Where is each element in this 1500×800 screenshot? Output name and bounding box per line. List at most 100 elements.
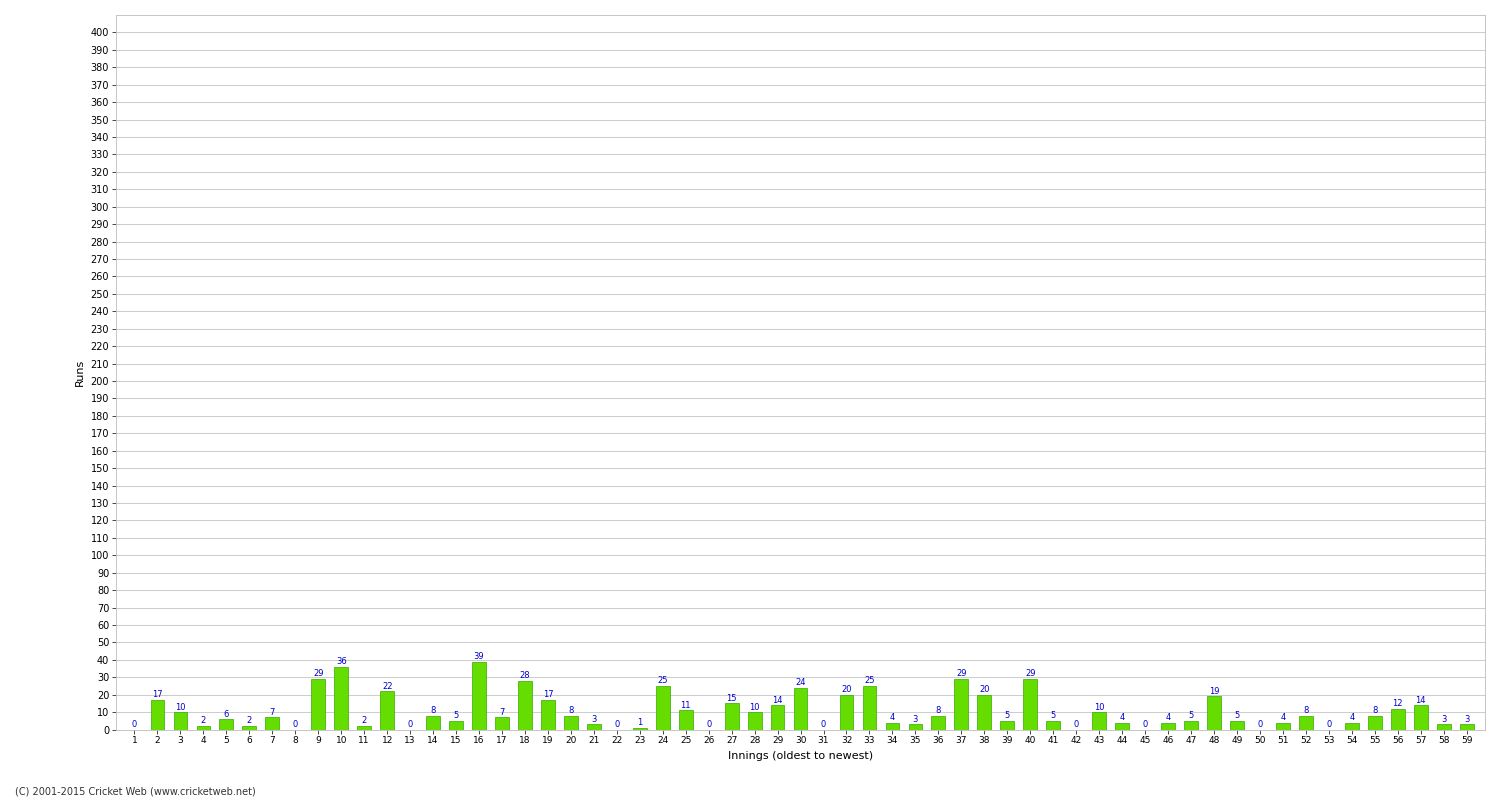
Text: (C) 2001-2015 Cricket Web (www.cricketweb.net): (C) 2001-2015 Cricket Web (www.cricketwe… [15, 786, 255, 796]
Text: 2: 2 [362, 717, 368, 726]
Bar [150, 700, 165, 730]
Text: 4: 4 [1166, 713, 1170, 722]
Text: 14: 14 [772, 695, 783, 705]
Text: 0: 0 [1143, 720, 1148, 729]
Bar [1023, 679, 1036, 730]
Bar [724, 703, 738, 730]
Bar [909, 724, 922, 730]
Text: 10: 10 [1094, 702, 1104, 711]
Text: 19: 19 [1209, 687, 1219, 696]
Bar [381, 691, 394, 730]
Text: 22: 22 [382, 682, 393, 690]
Bar [1000, 721, 1014, 730]
Text: 8: 8 [936, 706, 940, 715]
Text: 8: 8 [568, 706, 573, 715]
Text: 0: 0 [1074, 720, 1078, 729]
Bar [840, 694, 854, 730]
Text: 20: 20 [980, 685, 990, 694]
Text: 17: 17 [152, 690, 164, 699]
Bar [771, 705, 784, 730]
Bar [1114, 722, 1130, 730]
Text: 0: 0 [614, 720, 620, 729]
Bar [334, 666, 348, 730]
Bar [518, 681, 532, 730]
Text: 17: 17 [543, 690, 554, 699]
Text: 0: 0 [1326, 720, 1332, 729]
Text: 25: 25 [657, 677, 668, 686]
Bar [1161, 722, 1174, 730]
Text: 3: 3 [591, 714, 597, 724]
Bar [794, 688, 807, 730]
Bar [312, 679, 326, 730]
Bar [495, 718, 508, 730]
Bar [1414, 705, 1428, 730]
Bar [426, 715, 439, 730]
Text: 7: 7 [270, 708, 274, 717]
Bar [472, 662, 486, 730]
Text: 4: 4 [1348, 713, 1354, 722]
Bar [885, 722, 900, 730]
Bar [656, 686, 669, 730]
Text: 4: 4 [1119, 713, 1125, 722]
Text: 29: 29 [956, 670, 966, 678]
Text: 2: 2 [246, 717, 252, 726]
Bar [586, 724, 600, 730]
Text: 29: 29 [314, 670, 324, 678]
Bar [1208, 696, 1221, 730]
Bar [1390, 709, 1404, 730]
Text: 6: 6 [224, 710, 230, 718]
Text: 15: 15 [726, 694, 736, 703]
Text: 3: 3 [1464, 714, 1470, 724]
Bar [932, 715, 945, 730]
Bar [862, 686, 876, 730]
Bar [219, 719, 234, 730]
Text: 0: 0 [821, 720, 827, 729]
Bar [196, 726, 210, 730]
Text: 1: 1 [638, 718, 642, 727]
Bar [1368, 715, 1382, 730]
Text: 20: 20 [842, 685, 852, 694]
Text: 10: 10 [750, 702, 760, 711]
Bar [1460, 724, 1473, 730]
Bar [243, 726, 256, 730]
Text: 10: 10 [176, 702, 186, 711]
Bar [954, 679, 968, 730]
Bar [1346, 722, 1359, 730]
Text: 11: 11 [681, 701, 692, 710]
Bar [1437, 724, 1450, 730]
Text: 39: 39 [474, 652, 484, 661]
X-axis label: Innings (oldest to newest): Innings (oldest to newest) [728, 751, 873, 761]
Text: 28: 28 [519, 671, 531, 680]
Text: 2: 2 [201, 717, 206, 726]
Bar [1230, 721, 1244, 730]
Text: 8: 8 [1304, 706, 1308, 715]
Text: 4: 4 [890, 713, 896, 722]
Text: 0: 0 [408, 720, 413, 729]
Bar [1299, 715, 1312, 730]
Text: 12: 12 [1392, 699, 1402, 708]
Text: 0: 0 [1257, 720, 1263, 729]
Text: 24: 24 [795, 678, 806, 687]
Bar [1184, 721, 1198, 730]
Bar [542, 700, 555, 730]
Text: 3: 3 [1442, 714, 1446, 724]
Text: 5: 5 [453, 711, 459, 720]
Bar [978, 694, 992, 730]
Bar [564, 715, 578, 730]
Bar [633, 728, 646, 730]
Text: 7: 7 [500, 708, 504, 717]
Bar [680, 710, 693, 730]
Text: 5: 5 [1188, 711, 1194, 720]
Text: 5: 5 [1005, 711, 1010, 720]
Text: 36: 36 [336, 658, 346, 666]
Text: 8: 8 [430, 706, 436, 715]
Bar [1276, 722, 1290, 730]
Text: 0: 0 [132, 720, 136, 729]
Text: 8: 8 [1372, 706, 1377, 715]
Bar [1092, 712, 1106, 730]
Text: 29: 29 [1024, 670, 1035, 678]
Bar [1047, 721, 1060, 730]
Bar [357, 726, 370, 730]
Text: 4: 4 [1281, 713, 1286, 722]
Bar [266, 718, 279, 730]
